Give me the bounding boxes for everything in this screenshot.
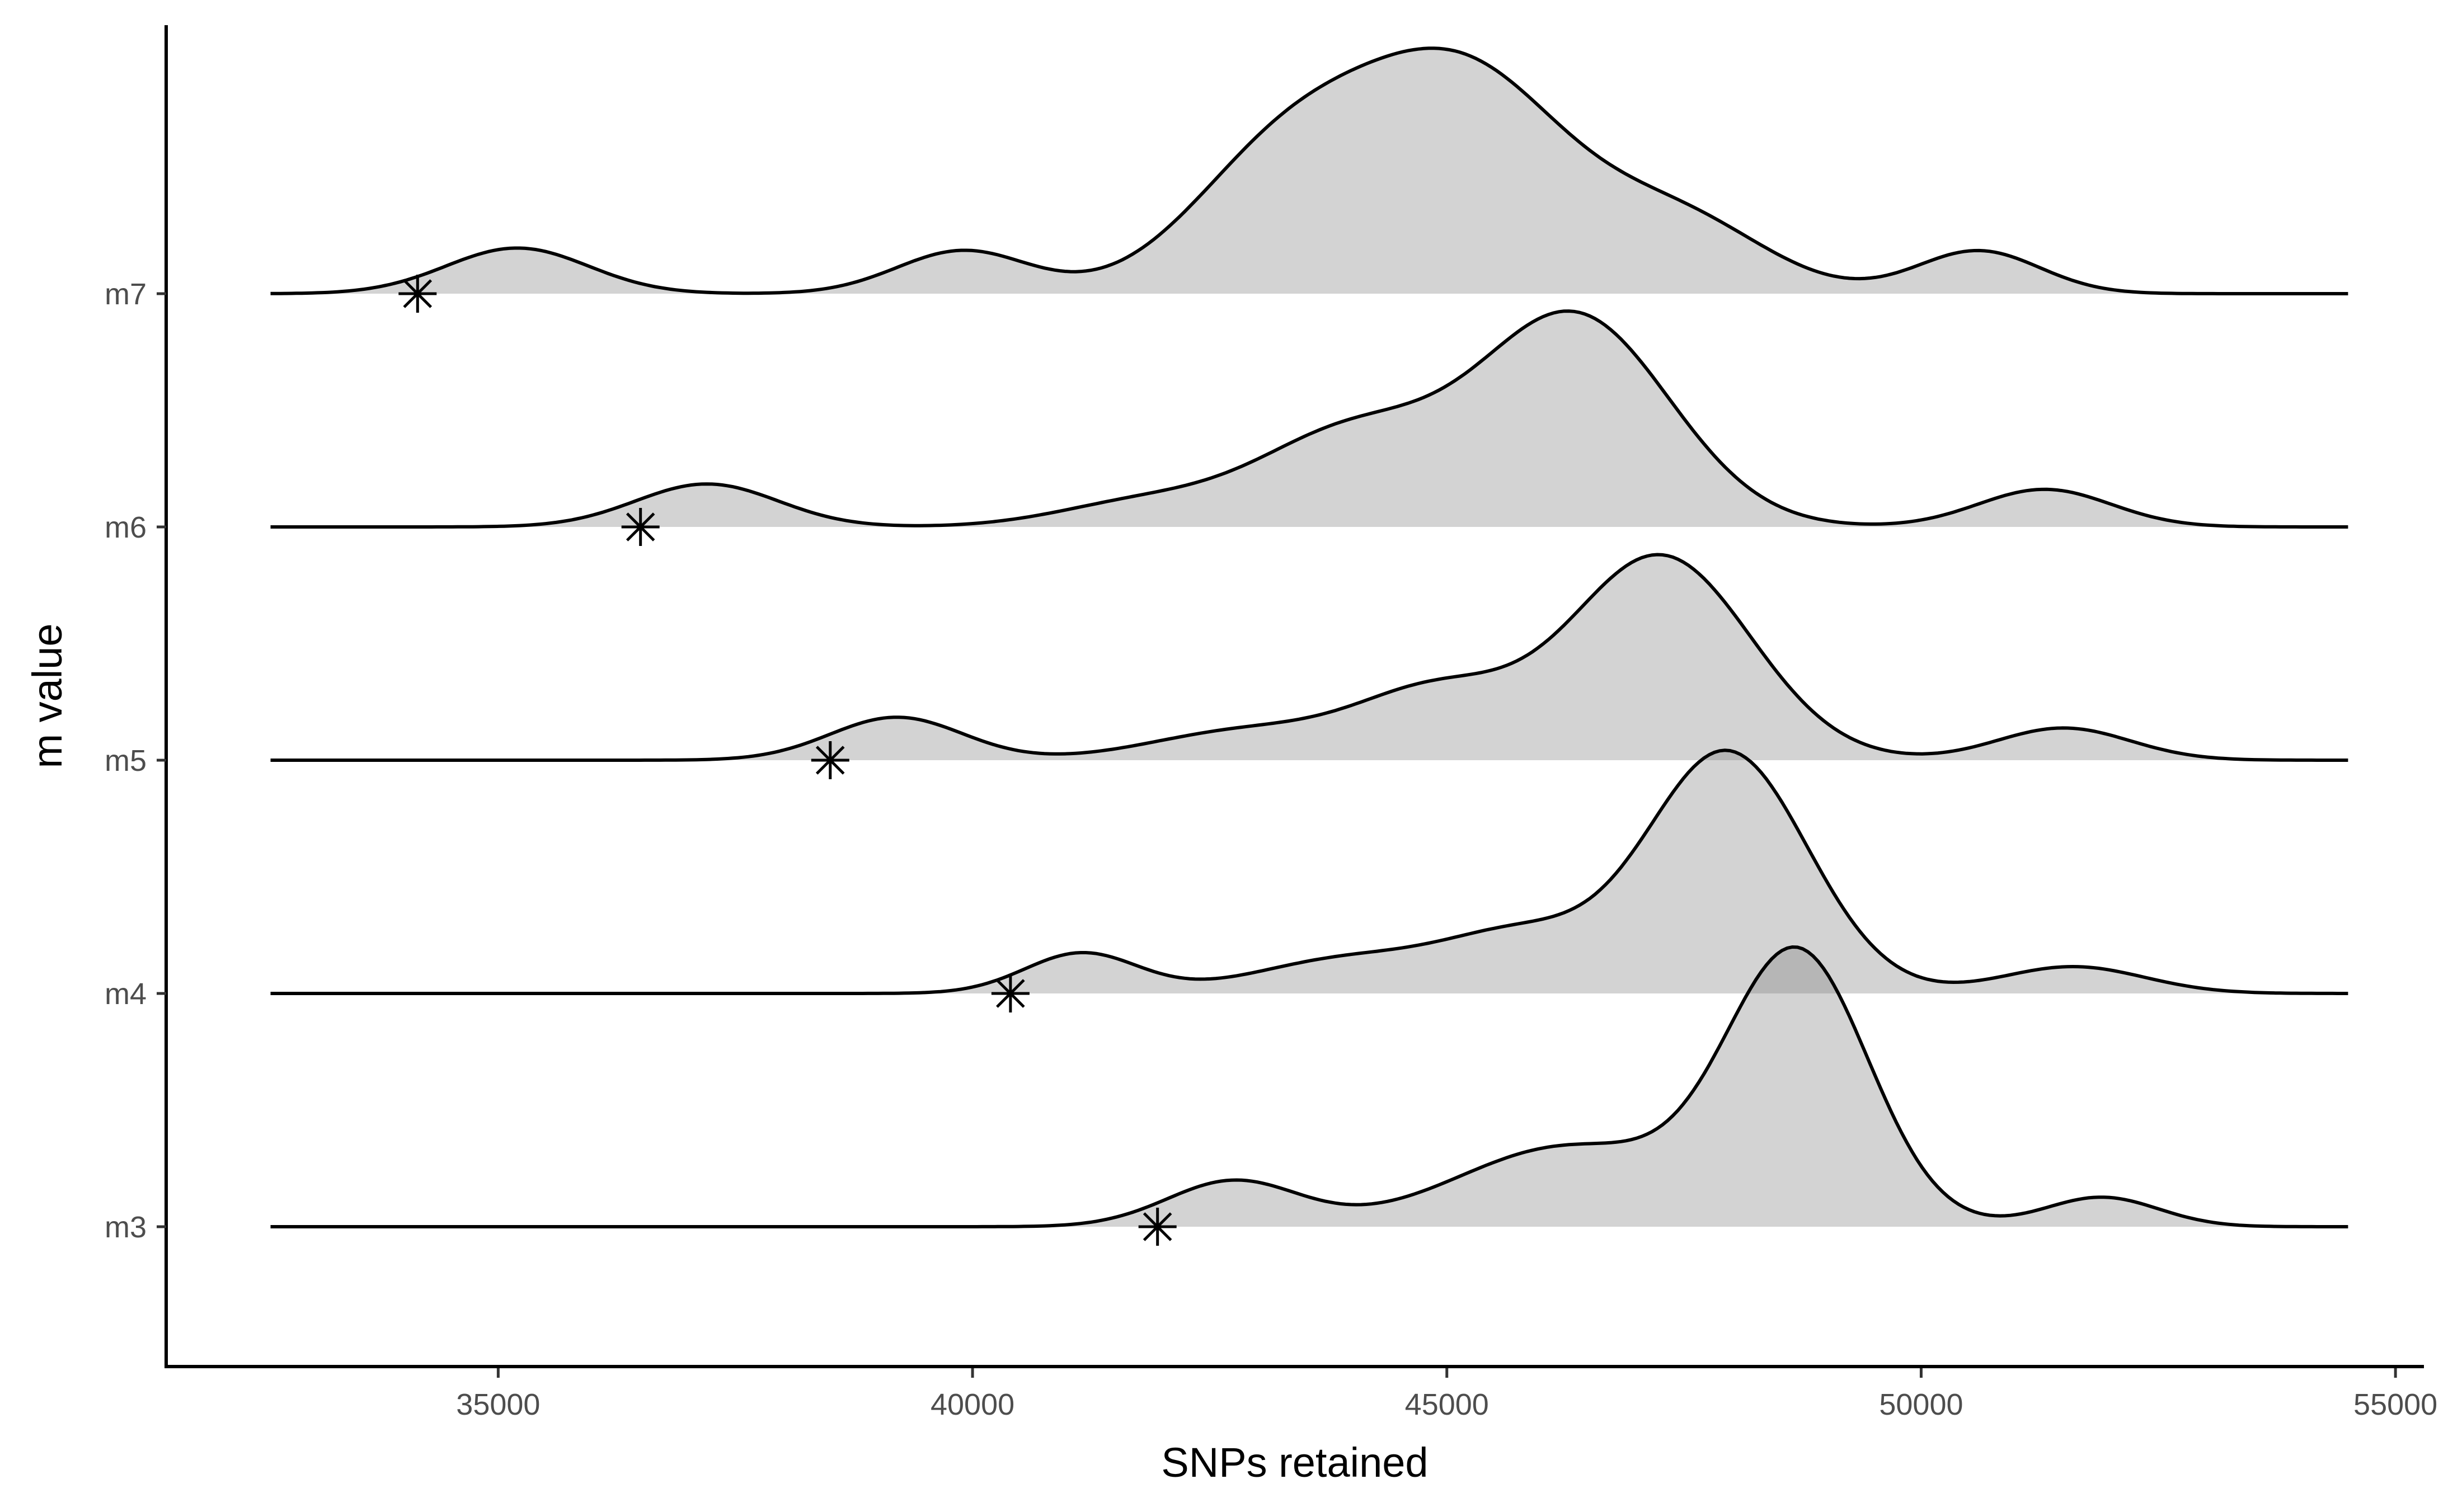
x-axis-title: SNPs retained <box>1161 1439 1428 1486</box>
ridge-line-m7 <box>270 46 2348 295</box>
axes-group <box>165 25 2424 1368</box>
ridge-area-m6 <box>270 311 2348 527</box>
ridge-line-m5 <box>270 553 2348 762</box>
ridge-area-m5 <box>270 554 2348 760</box>
marker-m5 <box>811 741 849 779</box>
x-tick-label-45000: 45000 <box>1405 1388 1489 1421</box>
marker-m6 <box>621 508 660 546</box>
ridge-area-m3 <box>270 947 2348 1227</box>
ridges-group <box>270 46 2348 1228</box>
y-tick-label-m7: m7 <box>105 277 147 311</box>
ridge-line-m4 <box>270 748 2348 995</box>
ridge-line-m3 <box>270 945 2348 1228</box>
y-tick-label-m5: m5 <box>105 744 147 778</box>
ridge-line-m6 <box>270 309 2348 529</box>
x-tick-label-35000: 35000 <box>456 1388 540 1421</box>
x-tick-label-40000: 40000 <box>931 1388 1014 1421</box>
markers-group <box>398 275 1177 1246</box>
y-tick-label-m3: m3 <box>105 1210 147 1244</box>
y-axis-title: m value <box>24 623 71 768</box>
marker-m4 <box>991 974 1030 1012</box>
marker-m3 <box>1138 1208 1177 1246</box>
x-tick-label-55000: 55000 <box>2353 1388 2437 1421</box>
y-ticks-group: m7 m6 m5 m4 m3 <box>105 277 166 1244</box>
y-tick-label-m6: m6 <box>105 511 147 544</box>
y-tick-label-m4: m4 <box>105 977 147 1011</box>
x-ticks-group: 35000 40000 45000 50000 55000 <box>456 1368 2437 1421</box>
marker-m7 <box>398 275 437 313</box>
x-tick-label-50000: 50000 <box>1879 1388 1963 1421</box>
ridge-area-m4 <box>270 750 2348 993</box>
ridge-area-m7 <box>270 48 2348 294</box>
